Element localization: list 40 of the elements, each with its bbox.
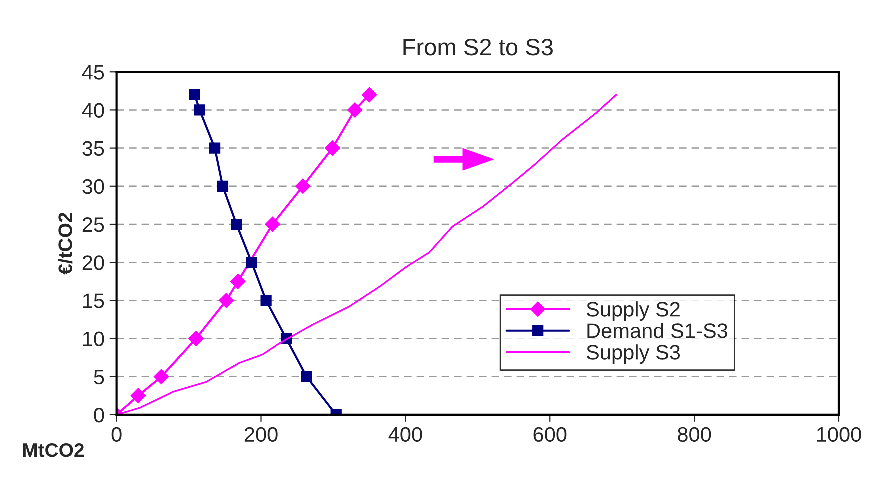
point [348,102,363,118]
x-tick-label: 1000 [817,427,862,442]
point [209,142,221,154]
y-tick-label: 10 [83,332,104,347]
point [230,274,246,290]
point [296,178,311,194]
x-tick-label: 200 [244,427,278,442]
point [301,371,312,382]
point [246,257,258,268]
point [219,293,234,308]
legend-label: Supply S3 [586,344,680,364]
y-tick-label: 20 [82,256,104,270]
point [260,295,272,306]
point [154,369,170,384]
point [188,331,204,346]
legend-label: Demand S1-S3 [588,323,728,338]
y-tick-label: 25 [82,217,104,232]
x-tick-label: 400 [388,427,422,442]
y-tick-label: 35 [82,141,104,156]
x-tick-label: 600 [534,427,567,442]
legend-label: Supply S2 [586,302,680,321]
y-tick-label: 15 [83,294,104,308]
point [362,87,378,103]
y-tick-label: 5 [94,370,104,385]
point [231,218,242,230]
point [130,388,146,404]
y-tick-label: 45 [82,65,104,80]
point [194,104,206,116]
point [265,216,280,232]
y-tick-label: 30 [82,179,104,194]
point [189,89,200,101]
x-tick-label: 800 [678,427,712,442]
y-tick-label: 0 [94,408,104,423]
chart-title: From S2 to S3 [404,38,553,56]
x-axis-title: MtCO2 [23,443,84,458]
point [325,140,340,156]
x-tick-label: 0 [112,427,122,442]
point [217,180,229,192]
y-tick-label: 40 [82,103,104,118]
y-axis-title: €/tCO2 [58,212,73,275]
